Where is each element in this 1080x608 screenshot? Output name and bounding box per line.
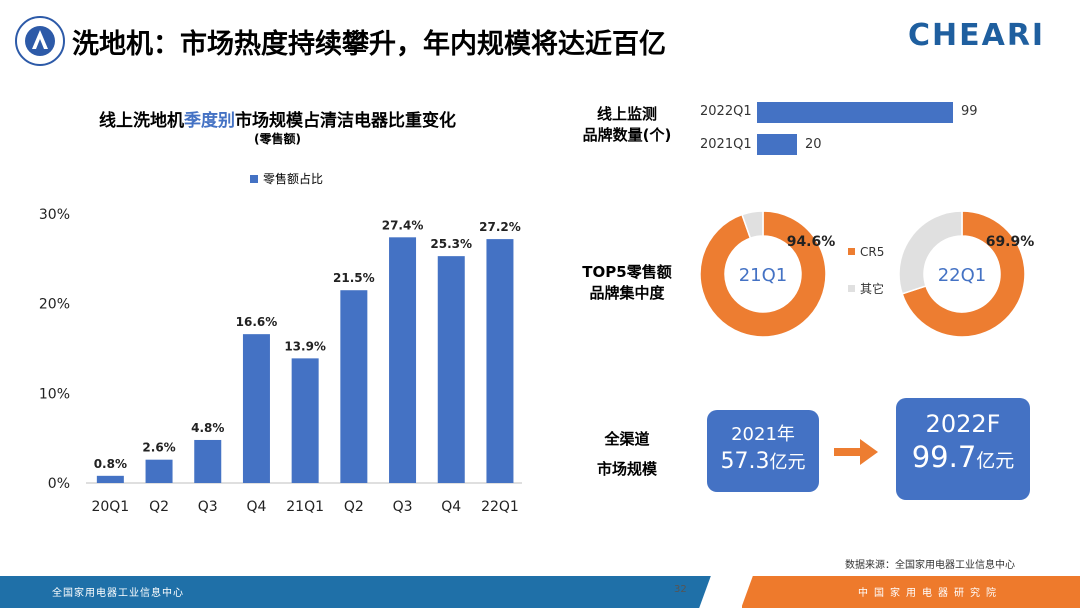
footer-left-text: 全国家用电器工业信息中心 [52,588,184,599]
market-scale-2022-box: 2022F 99.7亿元 [896,398,1030,500]
bar [145,459,173,483]
chart-title-highlight: 季度别 [184,111,235,131]
donut-value-label: 94.6% [787,234,836,250]
bar [194,439,222,483]
bar [291,358,319,483]
bar [340,290,368,483]
x-tick-label: 20Q1 [91,499,129,515]
bar-value-label: 27.4% [382,218,424,232]
bar [242,334,270,483]
donut-center-label: 21Q1 [739,265,788,286]
cr5-donut-charts: 21Q1 94.6% 22Q1 69.9% CR5 其它 [699,210,1035,338]
donut-slice-other [741,210,764,240]
legend-label: 其它 [860,281,884,296]
bar-value-label: 16.6% [236,315,278,329]
y-tick-label: 10% [39,386,70,402]
quarterly-share-bar-chart: 0% 10% 20% 30% 0.8% 20Q1 2.6% Q2 4.8% Q3 16.6% Q4 13… [39,207,522,515]
page-number: 32 [674,584,687,595]
bar [437,256,465,483]
bar [389,237,417,483]
legend-label: 零售额占比 [263,172,324,186]
institution-logo [15,16,65,66]
x-tick-label: 21Q1 [286,499,324,515]
bar-value-label: 4.8% [191,421,224,435]
scale-2021-year: 2021年 [731,424,795,445]
y-tick-label: 20% [39,297,70,313]
y-tick-label: 0% [48,476,70,492]
market-scale-label: 全渠道 市场规模 [562,424,692,484]
x-tick-label: Q2 [149,499,169,515]
brand-count-label: 线上监测 品牌数量(个) [562,104,692,146]
logo-emblem-icon [25,26,55,56]
brand-bar-label-2021: 2021Q1 [700,137,752,152]
brand-logo: CHEARI [908,18,1046,53]
donut-value-label: 69.9% [986,234,1035,250]
brand-count-label-line2: 品牌数量(个) [582,126,672,144]
bar-value-label: 13.9% [284,339,326,353]
footer-bar-right [742,576,1080,608]
x-tick-label: Q4 [441,499,461,515]
brand-count-value-2021: 20 [805,137,822,152]
bar-value-label: 0.8% [94,457,127,471]
footer-right-text: 中国家用电器研究院 [858,588,1002,599]
x-tick-label: Q4 [246,499,266,515]
donut-slice-other [898,210,963,295]
data-source-note: 数据来源：全国家用电器工业信息中心 [845,560,1015,571]
y-tick-label: 30% [39,207,70,223]
market-scale-2021-box: 2021年 57.3亿元 [707,410,819,492]
scale-2022-year: 2022F [925,410,1001,438]
brand-count-bar-2022 [757,102,953,123]
brand-count-value-2022: 99 [961,104,978,119]
x-tick-label: Q3 [393,499,413,515]
chart-legend: 零售额占比 [250,170,323,187]
bar-value-label: 27.2% [479,220,521,234]
footer-bar-left [0,576,715,608]
brand-bar-label-2022: 2022Q1 [700,104,752,119]
scale-2022-amount: 99.7亿元 [896,440,1030,474]
legend-swatch [848,248,855,255]
legend-swatch [848,285,855,292]
market-scale-label-line2: 市场规模 [596,460,657,478]
chart-title-part-1: 线上洗地机 [99,111,184,131]
scale-2022-value: 99.7 [911,440,977,474]
cr5-label-line1: TOP5零售额 [582,263,672,281]
bar [486,239,514,483]
brand-count-bar-2021 [757,134,797,155]
bar-value-label: 21.5% [333,271,375,285]
cr5-label: TOP5零售额 品牌集中度 [562,262,692,304]
bar [96,475,124,483]
scale-2022-unit: 亿元 [976,450,1015,472]
legend-label: CR5 [860,245,884,259]
scale-2021-unit: 亿元 [769,452,806,473]
x-tick-label: Q3 [198,499,218,515]
donut-center-label: 22Q1 [938,265,987,286]
chart-title: 线上洗地机季度别市场规模占清洁电器比重变化 [40,106,515,131]
brand-count-label-line1: 线上监测 [596,105,657,123]
x-tick-label: Q2 [344,499,364,515]
bar-value-label: 2.6% [142,441,175,455]
x-tick-label: 22Q1 [481,499,519,515]
chart-title-part-3: 市场规模占清洁电器比重变化 [235,111,456,131]
page-title: 洗地机：市场热度持续攀升，年内规模将达近百亿 [72,29,666,60]
market-scale-label-line1: 全渠道 [604,430,650,448]
scale-2021-amount: 57.3亿元 [707,448,819,474]
chart-subtitle: (零售额) [254,132,301,146]
legend-swatch [250,174,258,183]
arrow-right-icon [834,439,878,465]
cr5-label-line2: 品牌集中度 [589,284,665,302]
scale-2021-value: 57.3 [720,449,770,474]
bar-value-label: 25.3% [430,237,472,251]
donut-slice-cr5 [699,210,827,338]
donut-slice-cr5 [901,210,1026,338]
